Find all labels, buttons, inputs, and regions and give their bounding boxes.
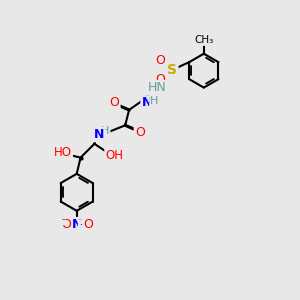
Text: N: N <box>142 97 152 110</box>
Text: H: H <box>150 96 159 106</box>
Text: +: + <box>79 220 86 229</box>
Text: O: O <box>135 126 145 139</box>
Text: O: O <box>61 218 71 231</box>
Text: H: H <box>101 127 110 136</box>
Text: N: N <box>71 218 82 231</box>
Text: O: O <box>83 218 93 231</box>
Text: OH: OH <box>105 149 123 162</box>
Text: HN: HN <box>147 81 166 94</box>
Text: HO: HO <box>54 146 72 159</box>
Text: O: O <box>156 73 166 85</box>
Text: O: O <box>110 97 119 110</box>
Text: O: O <box>156 54 166 67</box>
Text: N: N <box>94 128 104 141</box>
Text: -: - <box>61 214 64 224</box>
Text: S: S <box>167 63 177 77</box>
Text: CH₃: CH₃ <box>194 35 213 45</box>
